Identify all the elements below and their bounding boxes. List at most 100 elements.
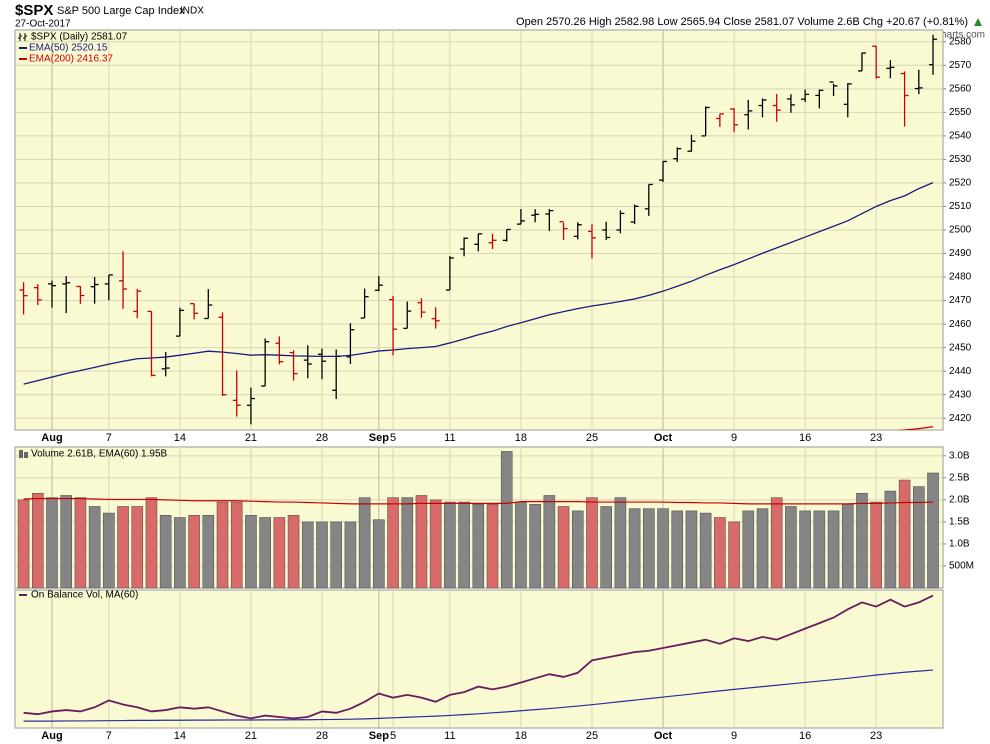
legend-label: EMA(50) 2520.15 <box>29 43 108 54</box>
x-tick-label: 25 <box>586 432 598 444</box>
volume-bar <box>600 506 612 589</box>
date: 27-Oct-2017 <box>15 19 71 30</box>
x-tick-label: 28 <box>316 730 328 742</box>
volume-bar <box>273 517 286 589</box>
x-tick-label: 18 <box>515 730 527 742</box>
legend-icon <box>24 452 28 458</box>
y-tick-label: 2.5B <box>949 472 970 483</box>
volume-bar <box>699 512 712 589</box>
volume-bar <box>174 517 186 589</box>
volume-bar <box>714 517 726 589</box>
volume-bar <box>17 499 30 589</box>
x-tick-label: 11 <box>444 432 455 444</box>
x-tick-label: Oct <box>654 730 673 742</box>
volume-bar <box>188 514 200 589</box>
trend-arrow <box>974 18 982 26</box>
y-tick-label: 1.0B <box>949 539 970 550</box>
volume-bar <box>330 521 343 589</box>
exchange: INDX <box>180 6 204 17</box>
x-tick-label: Sep <box>369 432 389 444</box>
volume-bar <box>301 521 314 589</box>
volume-bar <box>870 501 882 589</box>
y-tick-label: 2.0B <box>949 495 970 506</box>
y-tick-label: 2560 <box>949 83 972 94</box>
symbol: $SPX <box>15 2 53 19</box>
x-tick-label: 5 <box>390 730 396 742</box>
volume-bar <box>756 508 769 589</box>
y-tick-label: 500M <box>949 561 974 572</box>
volume-bar <box>728 521 740 589</box>
volume-bar <box>74 497 87 589</box>
ema-line <box>23 181 934 385</box>
volume-bar <box>486 503 499 589</box>
volume-bar <box>529 503 541 589</box>
y-tick-label: 2480 <box>949 272 972 283</box>
volume-bar <box>373 519 385 589</box>
y-tick-label: 2510 <box>949 201 972 212</box>
volume-bar <box>785 506 797 589</box>
x-tick-label: 23 <box>870 730 882 742</box>
x-tick-label: 21 <box>245 432 257 444</box>
volume-bar <box>131 506 144 589</box>
volume-bar <box>557 506 570 589</box>
volume-bar <box>628 508 641 589</box>
volume-bar <box>643 508 655 589</box>
x-tick-label: Aug <box>41 730 62 742</box>
volume-bar <box>856 492 868 589</box>
volume-bar <box>571 510 584 589</box>
volume-bar <box>884 490 897 589</box>
x-tick-label: Aug <box>41 432 62 444</box>
volume-bar <box>841 503 854 589</box>
x-tick-label: 21 <box>245 730 257 742</box>
volume-bar <box>387 497 399 589</box>
price-legend: $SPX (Daily) 2581.07 EMA(50) 2520.15 EMA… <box>18 32 128 65</box>
volume-bar <box>827 510 840 589</box>
y-tick-label: 2440 <box>949 366 972 377</box>
y-tick-label: 2420 <box>949 413 972 424</box>
x-tick-label: 9 <box>731 432 737 444</box>
y-tick-label: 2470 <box>949 295 972 306</box>
x-tick-label: 9 <box>731 730 737 742</box>
y-tick-label: 2490 <box>949 248 972 259</box>
x-tick-label: 5 <box>390 432 396 444</box>
indicator-line <box>23 669 934 722</box>
y-tick-label: 2500 <box>949 225 972 236</box>
y-tick-label: 2540 <box>949 131 972 142</box>
volume-bar <box>515 501 527 589</box>
volume-bar <box>216 501 229 589</box>
y-tick-label: 2450 <box>949 342 972 353</box>
volume-bar <box>799 510 811 589</box>
legend-label: On Balance Vol, MA(60) <box>31 590 138 601</box>
volume-bar <box>202 514 215 589</box>
y-tick-label: 2530 <box>949 154 972 165</box>
y-tick-label: 2550 <box>949 107 972 118</box>
y-tick-label: 2570 <box>949 60 972 71</box>
x-tick-label: 23 <box>870 432 882 444</box>
volume-bar <box>60 495 73 589</box>
quote: Open 2570.26 High 2582.98 Low 2565.94 Cl… <box>516 16 968 28</box>
volume-bar <box>927 472 939 589</box>
x-tick-label: 11 <box>444 730 455 742</box>
volume-bar <box>103 512 115 589</box>
x-tick-label: 14 <box>174 432 186 444</box>
volume-legend: Volume 2.61B, EMA(60) 1.95B <box>19 449 168 460</box>
volume-bar <box>898 479 911 589</box>
volume-bar <box>88 506 101 589</box>
volume-bar <box>543 495 556 589</box>
y-tick-label: 2580 <box>949 36 972 47</box>
volume-bar <box>657 508 669 589</box>
y-tick-label: 2520 <box>949 178 972 189</box>
legend-icon <box>18 33 27 41</box>
y-tick-label: 3.0B <box>949 450 970 461</box>
x-tick-label: 16 <box>799 432 811 444</box>
volume-bar <box>117 506 129 589</box>
x-tick-label: 18 <box>515 432 527 444</box>
volume-bar <box>245 514 257 589</box>
volume-bar <box>46 497 58 589</box>
y-tick-label: 2460 <box>949 319 972 330</box>
volume-bar <box>358 497 371 589</box>
volume-bar <box>429 499 442 589</box>
volume-bar <box>671 510 684 589</box>
legend-label: $SPX (Daily) 2581.07 <box>31 32 128 43</box>
